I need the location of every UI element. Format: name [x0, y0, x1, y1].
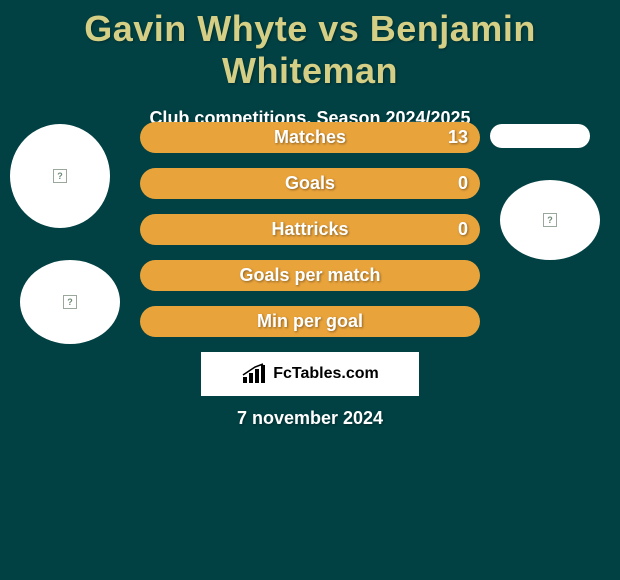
snapshot-date: 7 november 2024 — [0, 408, 620, 429]
comparison-title: Gavin Whyte vs Benjamin Whiteman — [0, 0, 620, 92]
stat-right-value: 0 — [458, 219, 468, 240]
attribution-text: FcTables.com — [273, 365, 379, 383]
stat-row-hattricks: Hattricks 0 — [140, 214, 480, 245]
player-avatar-right-2 — [500, 180, 600, 260]
player-avatar-left-1 — [10, 124, 110, 228]
stat-row-goals-per-match: Goals per match — [140, 260, 480, 291]
stat-label: Min per goal — [257, 311, 363, 332]
stat-label: Goals per match — [239, 265, 380, 286]
attribution-badge: FcTables.com — [201, 352, 419, 396]
player-avatar-right-1 — [490, 124, 590, 148]
stats-container: Matches 13 Goals 0 Hattricks 0 Goals per… — [140, 122, 480, 352]
image-placeholder-icon — [543, 213, 557, 227]
stat-label: Hattricks — [271, 219, 348, 240]
stat-row-goals: Goals 0 — [140, 168, 480, 199]
stat-right-value: 13 — [448, 127, 468, 148]
chart-icon — [241, 363, 267, 385]
stat-label: Goals — [285, 173, 335, 194]
stat-right-value: 0 — [458, 173, 468, 194]
stat-label: Matches — [274, 127, 346, 148]
stat-row-min-per-goal: Min per goal — [140, 306, 480, 337]
player-avatar-left-2 — [20, 260, 120, 344]
stat-row-matches: Matches 13 — [140, 122, 480, 153]
image-placeholder-icon — [53, 169, 67, 183]
image-placeholder-icon — [63, 295, 77, 309]
